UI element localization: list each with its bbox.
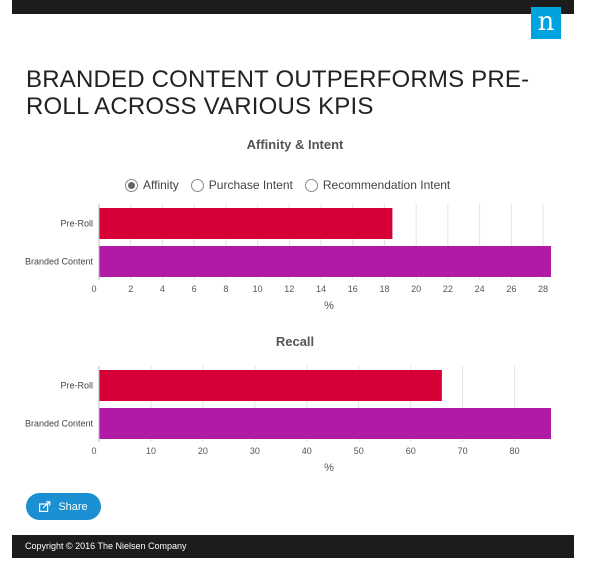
x-tick-label: 18 [379, 284, 389, 294]
affinity-intent-chart: 0 2 4 6 8 10 12 14 16 18 20 22 24 26 28Pre-RollBranded… [25, 204, 551, 312]
x-tick-label: 16 [348, 284, 358, 294]
legend-item-purchase-intent[interactable]: Purchase Intent [190, 178, 293, 192]
x-tick-label: 60 [406, 446, 416, 456]
chart-title-affinity: Affinity & Intent [246, 137, 344, 152]
radio-icon[interactable] [304, 178, 318, 192]
x-tick-label: 20 [198, 446, 208, 456]
legend-item-recommendation-intent[interactable]: Recommendation Intent [304, 178, 451, 192]
x-tick-label: 0 [91, 284, 96, 294]
x-tick-label: 40 [302, 446, 312, 456]
x-tick-label: 22 [443, 284, 453, 294]
footer: Copyright © 2016 The Nielsen Company [12, 535, 574, 558]
radio-selected-icon[interactable] [125, 178, 138, 192]
x-tick-label: 26 [506, 284, 516, 294]
share-label: Share [58, 500, 88, 513]
chart-title-recall: Recall [275, 334, 315, 349]
x-tick-label: 50 [354, 446, 364, 456]
category-label: Branded Content [25, 257, 94, 267]
x-tick-label: 2 [128, 284, 133, 294]
share-icon [39, 501, 51, 512]
nielsen-logo: n [531, 7, 561, 39]
bar-branded-content [99, 408, 551, 439]
legend-label-recommendation-intent: Recommendation Intent [322, 178, 451, 192]
x-tick-label: 4 [160, 284, 165, 294]
legend-label-purchase-intent: Purchase Intent [208, 178, 293, 192]
legend-label-affinity: Affinity [143, 178, 179, 192]
x-tick-label: 14 [316, 284, 326, 294]
x-tick-label: 8 [223, 284, 228, 294]
category-label: Pre-Roll [60, 381, 93, 391]
bar-pre-roll [99, 208, 393, 239]
x-tick-label: 10 [253, 284, 263, 294]
x-tick-label: 20 [411, 284, 421, 294]
category-label: Branded Content [25, 419, 94, 429]
share-button[interactable]: Share [26, 493, 101, 520]
x-tick-label: 6 [192, 284, 197, 294]
x-axis-label: % [324, 300, 334, 312]
copyright-text: Copyright © 2016 The Nielsen Company [25, 541, 187, 551]
x-tick-label: 24 [475, 284, 485, 294]
x-tick-label: 0 [91, 446, 96, 456]
top-bar [12, 0, 574, 14]
legend-item-affinity[interactable]: Affinity [125, 178, 179, 192]
recall-chart: 0 10 20 30 40 50 60 70 80 Pre-Roll Branded Content… [25, 366, 551, 474]
x-tick-label: 70 [458, 446, 468, 456]
x-tick-label: 30 [250, 446, 260, 456]
x-tick-label: 80 [510, 446, 520, 456]
x-axis-label: % [324, 462, 334, 474]
radio-icon[interactable] [190, 178, 204, 192]
bar-branded-content [99, 246, 551, 277]
bar-pre-roll [99, 370, 442, 401]
page-headline: BRANDED CONTENT OUTPERFORMS PRE-ROLL ACR… [26, 66, 530, 120]
x-tick-label: 28 [538, 284, 548, 294]
x-tick-label: 12 [284, 284, 294, 294]
category-label: Pre-Roll [60, 219, 93, 229]
x-tick-label: 10 [146, 446, 156, 456]
chart-legend: Affinity Purchase Intent Recommendation … [125, 178, 462, 192]
